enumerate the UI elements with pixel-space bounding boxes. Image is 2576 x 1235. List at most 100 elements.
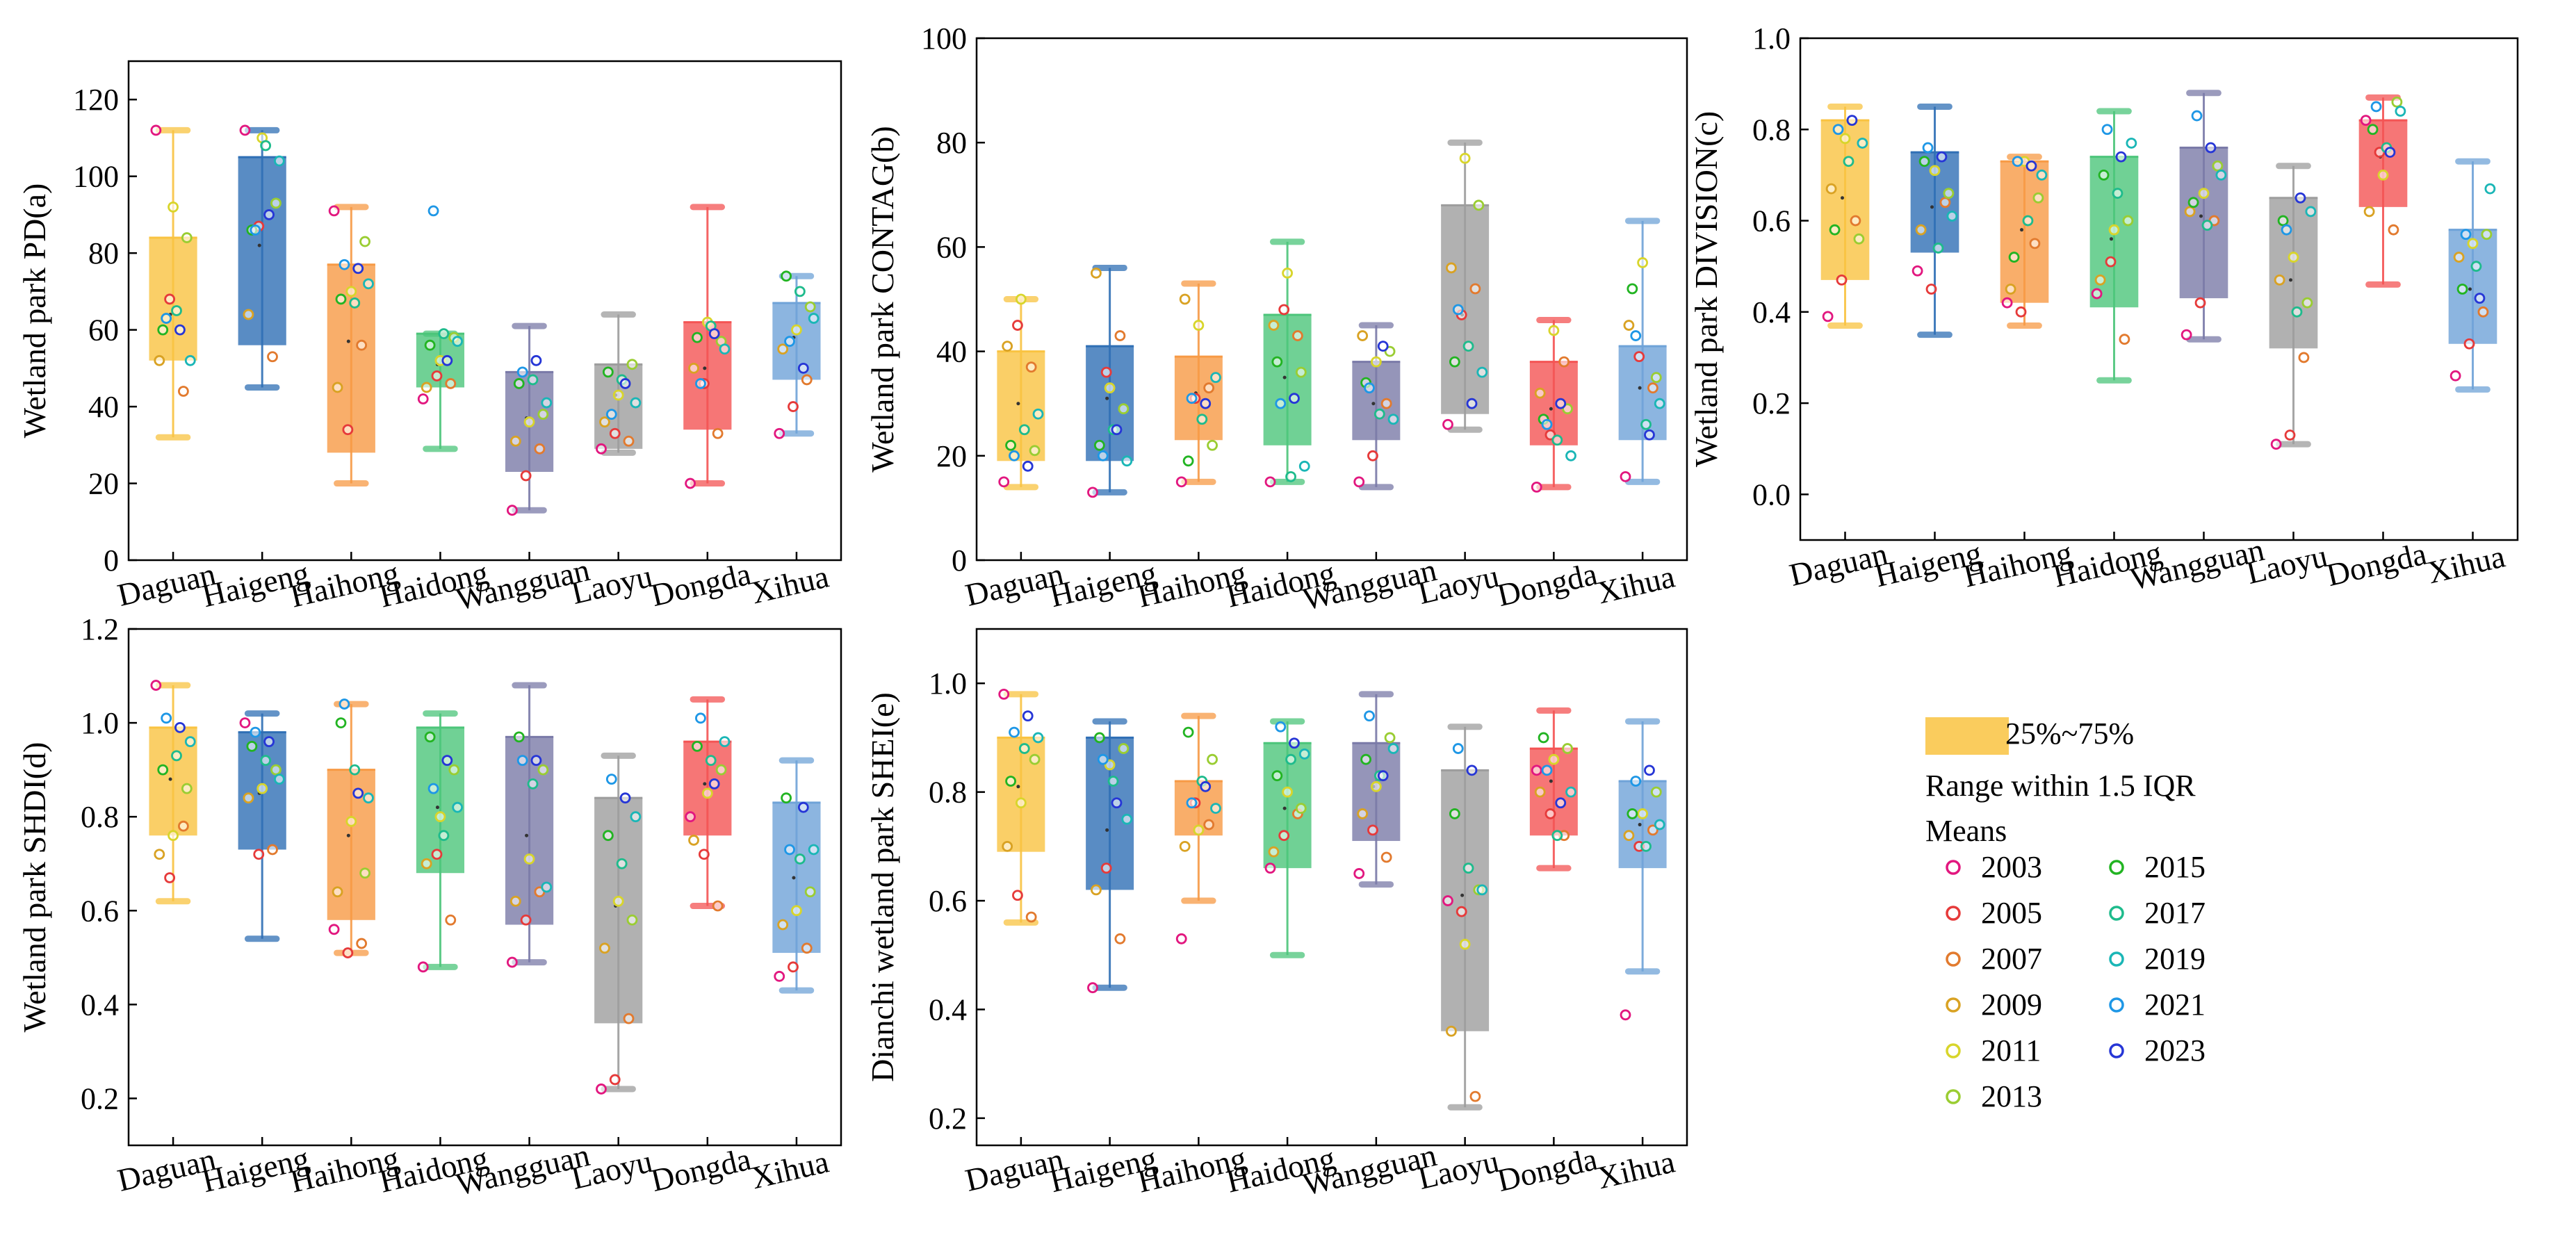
point-2013 xyxy=(2391,96,2403,108)
mean-marker xyxy=(1282,806,1287,810)
point-2021 xyxy=(1922,142,1934,154)
point-2015 xyxy=(246,740,258,752)
y-tick-label: 0.0 xyxy=(1752,477,1791,512)
box-wangguan xyxy=(505,322,554,516)
point-2019 xyxy=(808,844,820,856)
point-2017 xyxy=(1640,840,1652,852)
point-2011 xyxy=(612,895,624,907)
point-2013 xyxy=(2301,297,2313,309)
point-2003 xyxy=(1353,476,1365,488)
mean-marker xyxy=(703,366,707,370)
point-2011 xyxy=(2377,170,2389,181)
point-2007 xyxy=(1025,361,1037,373)
box-laoyu xyxy=(594,752,643,1095)
point-2023 xyxy=(1466,398,1478,409)
point-2011 xyxy=(345,286,357,297)
x-tick-label: Dongda xyxy=(648,556,754,613)
point-2017 xyxy=(1843,156,1854,167)
point-2009 xyxy=(1357,330,1369,341)
point-2011 xyxy=(1015,797,1027,809)
legend-year-label: 2019 xyxy=(2144,942,2206,976)
legend-marker-2017 xyxy=(2109,906,2124,921)
point-2023 xyxy=(1846,115,1858,126)
point-2017 xyxy=(1551,434,1563,446)
mean-marker xyxy=(1105,396,1109,400)
box-xihua xyxy=(1618,218,1667,485)
point-2013 xyxy=(1207,753,1218,765)
point-2011 xyxy=(1282,268,1294,279)
point-2011 xyxy=(2467,238,2479,250)
point-2019 xyxy=(630,811,642,823)
point-2017 xyxy=(260,755,272,767)
point-2021 xyxy=(1186,797,1198,809)
point-2015 xyxy=(1182,455,1194,467)
box-xihua xyxy=(772,270,821,439)
point-2003 xyxy=(1442,895,1453,906)
point-2013 xyxy=(537,409,549,420)
point-2023 xyxy=(2384,147,2396,158)
point-2007 xyxy=(712,427,724,439)
legend-marker-2023 xyxy=(2109,1043,2124,1058)
point-2021 xyxy=(1541,764,1553,776)
point-2023 xyxy=(1022,460,1034,472)
point-2019 xyxy=(2395,106,2406,117)
point-2019 xyxy=(2305,206,2317,218)
point-2009 xyxy=(1091,268,1102,279)
point-2009 xyxy=(1179,840,1191,852)
point-2005 xyxy=(1100,862,1112,874)
y-tick-label: 100 xyxy=(73,160,119,194)
point-2013 xyxy=(1853,233,1865,245)
point-2021 xyxy=(2101,124,2113,136)
point-2017 xyxy=(1551,830,1563,842)
point-2021 xyxy=(161,313,172,324)
legend-year-label: 2007 xyxy=(1981,942,2042,976)
point-2007 xyxy=(2477,306,2489,318)
point-2009 xyxy=(1446,262,1457,274)
point-2019 xyxy=(273,155,285,167)
point-2013 xyxy=(537,764,549,776)
point-2021 xyxy=(2281,224,2292,236)
point-2021 xyxy=(1630,776,1642,787)
point-2019 xyxy=(1121,813,1133,825)
point-2023 xyxy=(530,755,542,767)
point-2009 xyxy=(1268,846,1280,858)
point-2013 xyxy=(1295,803,1307,814)
point-2015 xyxy=(1005,776,1016,787)
point-2007 xyxy=(2388,224,2399,236)
point-2021 xyxy=(1364,382,1375,394)
point-2019 xyxy=(541,881,553,893)
point-2013 xyxy=(1562,743,1573,754)
box-haihong xyxy=(327,204,375,487)
y-tick-label: 60 xyxy=(88,313,119,347)
point-2003 xyxy=(2360,115,2372,126)
point-2013 xyxy=(2481,229,2493,240)
point-2017 xyxy=(438,328,450,340)
point-2015 xyxy=(424,339,436,351)
point-2023 xyxy=(1200,780,1212,792)
point-2021 xyxy=(695,378,706,389)
point-2023 xyxy=(1644,429,1655,441)
point-2005 xyxy=(609,1074,621,1086)
point-2007 xyxy=(1469,1090,1481,1102)
point-2013 xyxy=(359,236,370,247)
point-2003 xyxy=(1822,311,1834,322)
point-2017 xyxy=(260,140,272,152)
point-2015 xyxy=(1627,808,1638,819)
box-dongda xyxy=(683,204,732,489)
point-2011 xyxy=(434,811,446,823)
point-2019 xyxy=(2126,138,2137,149)
legend-marker-2007 xyxy=(1946,951,1961,967)
point-2011 xyxy=(1459,152,1471,164)
point-2007 xyxy=(534,443,546,455)
point-2019 xyxy=(630,397,642,409)
point-2019 xyxy=(1032,408,1044,420)
point-2005 xyxy=(1367,824,1378,836)
point-2019 xyxy=(2215,170,2227,181)
point-2023 xyxy=(1111,797,1123,809)
point-2019 xyxy=(541,397,553,409)
legend-marker-2005 xyxy=(1946,906,1961,921)
mean-marker xyxy=(2199,214,2203,218)
point-2019 xyxy=(1946,211,1958,222)
point-2005 xyxy=(1633,351,1645,363)
